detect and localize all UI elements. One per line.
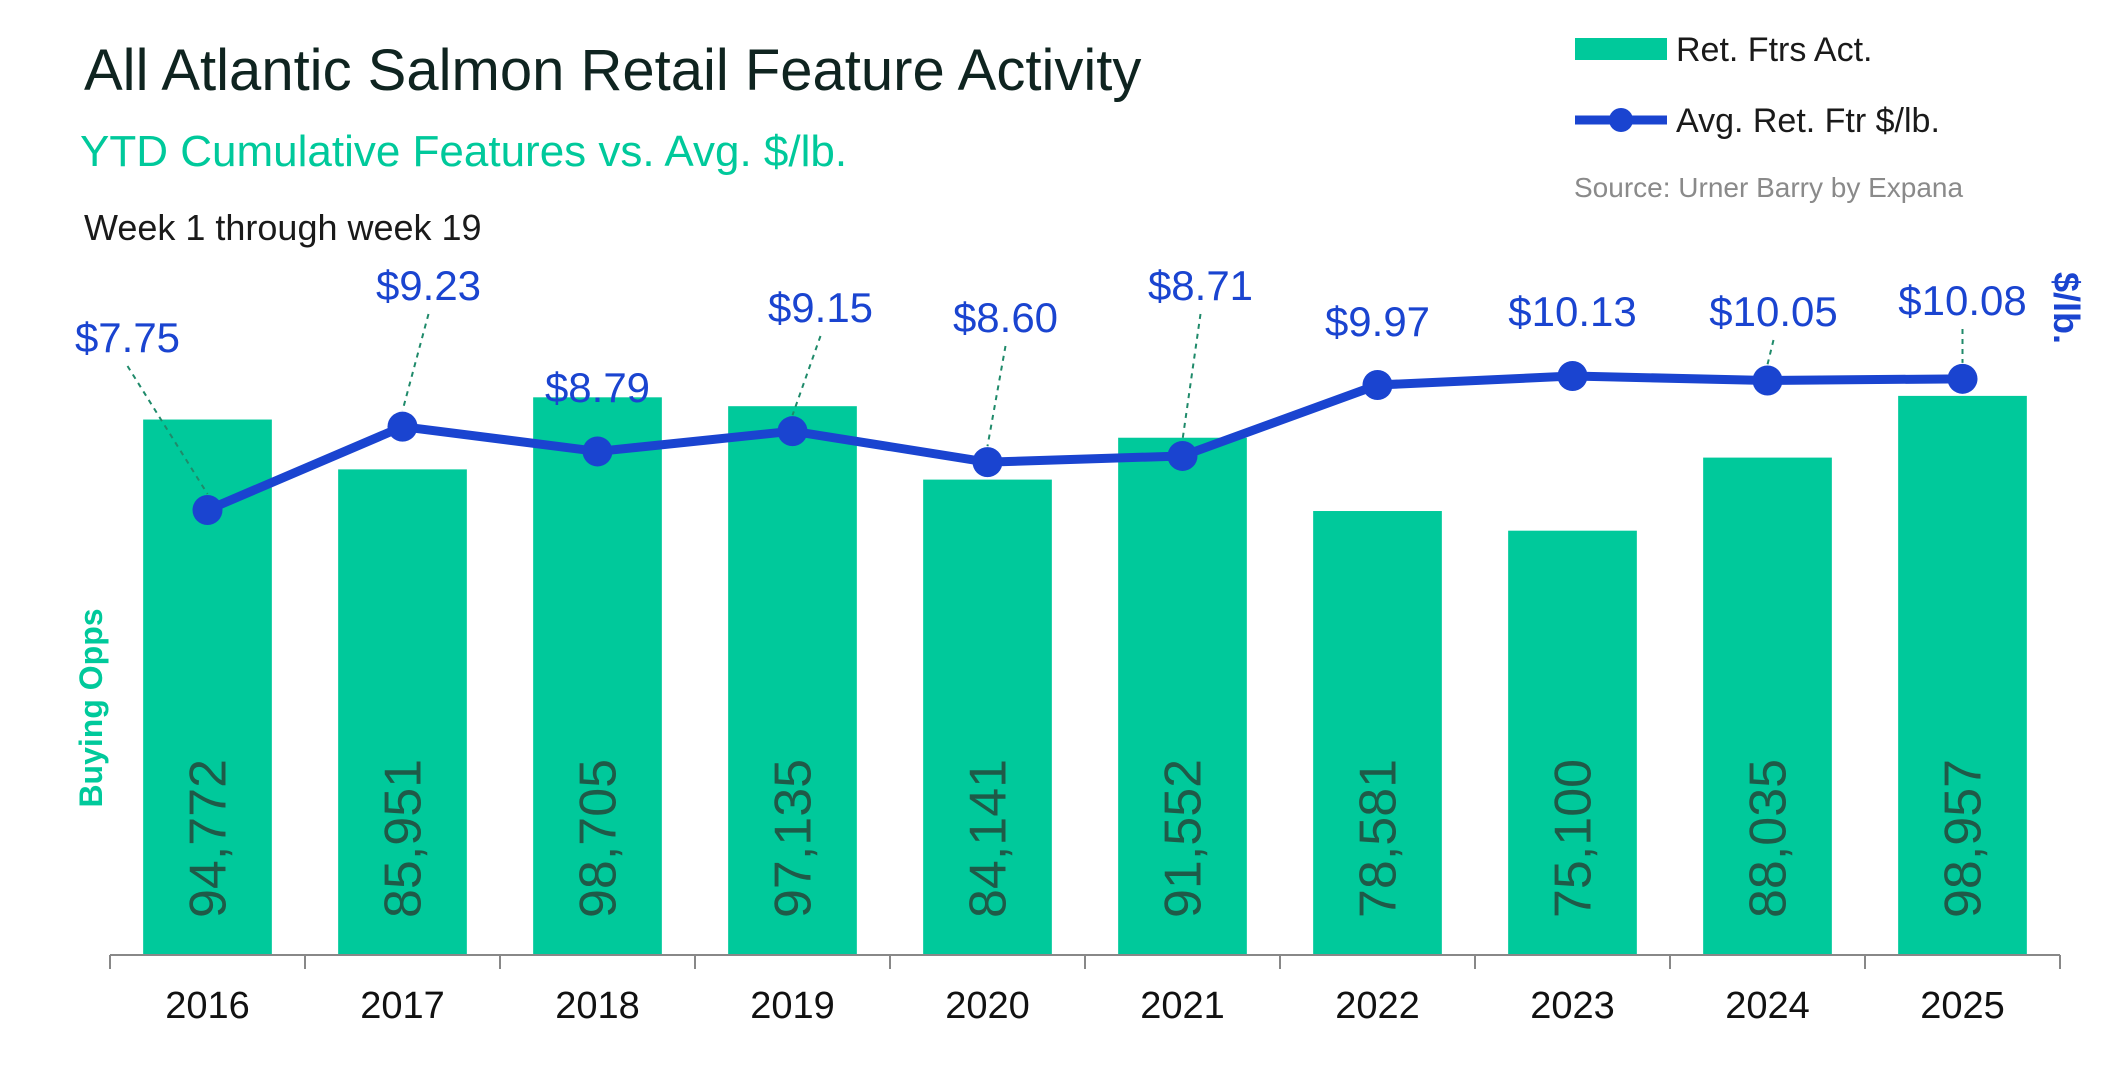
x-tick-label-2023: 2023 (1530, 985, 1615, 1027)
bar-2017 (338, 469, 467, 955)
leader-line-2017 (401, 313, 430, 411)
price-marker-2025 (1947, 363, 1978, 394)
leader-line-2024 (1766, 339, 1775, 365)
x-tick-label-2025: 2025 (1920, 985, 2005, 1027)
bar-2020 (923, 479, 1052, 955)
price-label-2018: $8.79 (545, 364, 650, 411)
legend-label-line: Avg. Ret. Ftr $/lb. (1676, 102, 1940, 140)
bar-label-2022: 78,581 (1350, 759, 1408, 918)
price-series-line (203, 371, 1967, 515)
bar-label-2025: 98,957 (1935, 759, 1993, 918)
bar-label-2020: 84,141 (960, 759, 1018, 918)
chart-subtitle: YTD Cumulative Features vs. Avg. $/lb. (80, 127, 847, 176)
x-tick-label-2017: 2017 (360, 985, 445, 1027)
price-marker-2017 (387, 411, 418, 442)
price-marker-2021 (1167, 440, 1198, 471)
x-tick-label-2024: 2024 (1725, 985, 1810, 1027)
leader-line-2020 (986, 345, 1007, 447)
chart-period: Week 1 through week 19 (84, 207, 482, 248)
y-axis-title-right: $/lb. (2046, 272, 2087, 344)
price-line (192, 361, 1978, 525)
bar-2018 (533, 397, 662, 955)
bar-label-2023: 75,100 (1545, 759, 1603, 918)
x-tick-label-2022: 2022 (1335, 985, 1420, 1027)
legend-swatch-bars (1575, 38, 1667, 60)
bar-label-2018: 98,705 (570, 759, 628, 918)
bar-2025 (1898, 395, 2027, 955)
price-leader-lines (126, 313, 1964, 495)
x-tick-label-2018: 2018 (555, 985, 640, 1027)
chart-title: All Atlantic Salmon Retail Feature Activ… (84, 38, 1141, 103)
price-label-2025: $10.08 (1898, 277, 2026, 324)
bars: 94,772 85,951 98,705 97,135 84,141 91,552 78,5… (143, 395, 2027, 955)
price-marker-2023 (1557, 361, 1588, 391)
price-marker-2018 (582, 436, 613, 467)
price-label-2019: $9.15 (768, 284, 873, 331)
leader-line-2019 (791, 335, 822, 416)
bar-2022 (1313, 511, 1442, 955)
bar-2019 (728, 406, 857, 955)
x-tick-label-2016: 2016 (165, 985, 250, 1027)
bar-label-2017: 85,951 (375, 759, 433, 918)
bar-2024 (1703, 457, 1832, 955)
price-marker-2019 (777, 416, 808, 447)
bar-label-2024: 88,035 (1740, 759, 1798, 918)
price-marker-2022 (1362, 370, 1393, 401)
price-label-2023: $10.13 (1508, 288, 1636, 335)
bar-label-2016: 94,772 (180, 759, 238, 918)
bar-label-2021: 91,552 (1155, 759, 1213, 918)
price-labels: $7.75 $9.23 $8.79 $9.15 $8.60 $8.71 $9.97 $10.1… (75, 262, 2027, 411)
x-tick-label-2020: 2020 (945, 985, 1030, 1027)
bar-2023 (1508, 530, 1637, 955)
x-axis: 2016 2017 2018 2019 2020 2021 2022 2023 2024 2025 (109, 954, 2061, 1027)
price-label-2016: $7.75 (75, 314, 180, 361)
price-label-2024: $10.05 (1709, 288, 1837, 335)
chart-source: Source: Urner Barry by Expana (1574, 172, 1963, 203)
price-marker-2024 (1752, 365, 1783, 396)
price-marker-2016 (192, 495, 223, 525)
x-tick-label-2021: 2021 (1140, 985, 1225, 1027)
bar-label-2019: 97,135 (765, 759, 823, 918)
legend: Ret. Ftrs Act. Avg. Ret. Ftr $/lb. (1575, 31, 1940, 140)
legend-label-bars: Ret. Ftrs Act. (1676, 31, 1872, 69)
price-label-2021: $8.71 (1148, 262, 1253, 309)
y-axis-title-left: Buying Opps (73, 608, 109, 807)
price-marker-2020 (972, 447, 1003, 478)
legend-swatch-marker (1609, 108, 1633, 132)
price-label-2022: $9.97 (1325, 298, 1430, 345)
price-label-2020: $8.60 (953, 294, 1058, 341)
x-tick-label-2019: 2019 (750, 985, 835, 1027)
bar-2021 (1118, 437, 1247, 955)
price-label-2017: $9.23 (376, 262, 481, 309)
leader-line-2021 (1181, 313, 1202, 441)
